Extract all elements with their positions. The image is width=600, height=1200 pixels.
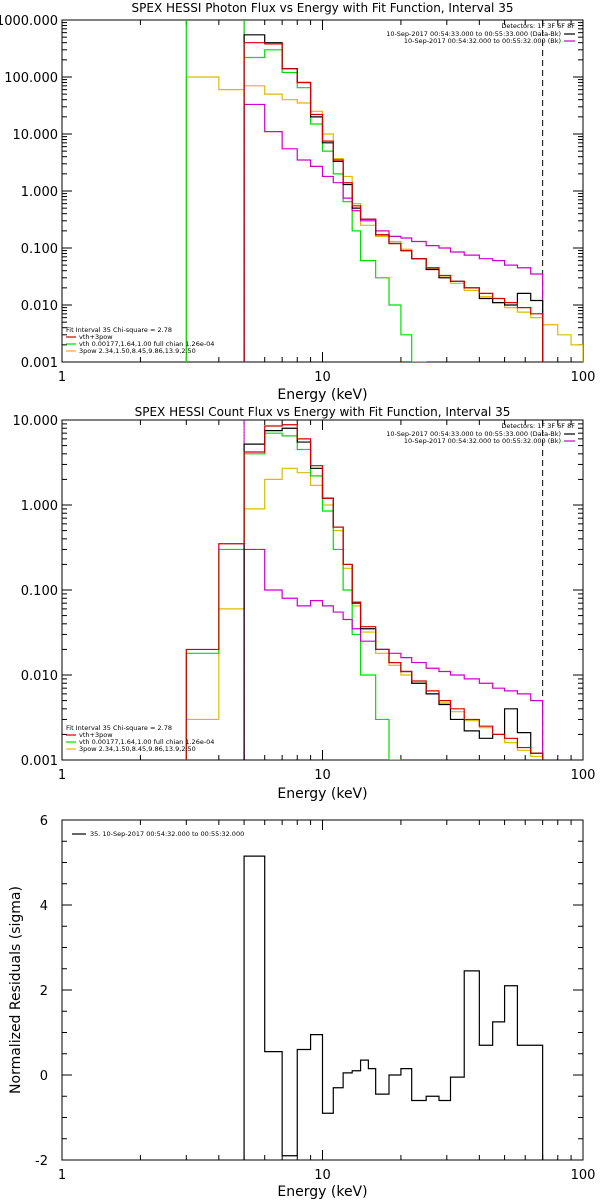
series-line-background (243, 103, 544, 362)
series-power-law (185, 467, 544, 760)
legend-entry-label: vth+3pow (79, 333, 113, 341)
legend-entry-label: 3pow 2.34,1.50,8.45,9.86,13.9,2.50 (79, 745, 196, 753)
legend-header: Detectors: 1F 3F 6F 8F (501, 422, 575, 430)
y-tick-label: 6 (40, 814, 48, 829)
series-fit (185, 424, 544, 760)
y-tick-label: 10.000 (13, 414, 59, 429)
y-tick-label: 0.001 (21, 356, 58, 371)
series-line-data (243, 427, 544, 760)
x-tick-label: 10 (314, 370, 331, 385)
x-tick-label: 10 (314, 1168, 331, 1183)
series-residuals (243, 855, 544, 1160)
series-background (243, 548, 544, 760)
y-tick-label: 100.000 (4, 71, 58, 86)
x-tick-label: 100 (571, 1168, 596, 1183)
legend-header: Fit Interval 35 Chi-square = 2.78 (66, 326, 172, 334)
y-axis-label: Normalized Residuals (sigma) (8, 886, 24, 1094)
x-tick-label: 10 (314, 768, 331, 783)
y-tick-label: 0 (40, 1069, 48, 1084)
series-line-background (243, 548, 544, 760)
legend-entry-label: 10-Sep-2017 00:54:32.000 to 00:55:32.000… (404, 37, 561, 45)
series-line-thermal (185, 20, 427, 362)
y-tick-label: 4 (40, 899, 48, 914)
y-tick-label: 1.000 (21, 185, 58, 200)
y-tick-label: 0.010 (21, 299, 58, 314)
legend-entry-label: vth 0.00177,1.64,1.00 full chian 1.26e-0… (79, 738, 214, 746)
x-axis-label: Energy (keV) (277, 786, 367, 802)
y-tick-label: 0.010 (21, 669, 58, 684)
y-tick-label: 1.000 (21, 499, 58, 514)
plot-frame (61, 19, 584, 363)
legend-header: Fit Interval 35 Chi-square = 2.78 (66, 724, 172, 732)
y-tick-label: 0.100 (21, 242, 58, 257)
series-fit (243, 42, 544, 362)
chart-3: 1 10 100 Energy (keV) -2 0 2 4 6 Normalized Resid… (8, 814, 595, 1200)
y-tick-label: -2 (35, 1154, 48, 1169)
y-tick-label: 1000.000 (0, 14, 58, 29)
series-line-fit (243, 42, 544, 362)
series-line-power-law (185, 467, 544, 760)
legend-entry-label: 35. 10-Sep-2017 00:54:32.000 to 00:55:32… (90, 830, 244, 838)
chart-title: SPEX HESSI Count Flux vs Energy with Fit… (135, 405, 511, 419)
y-tick-label: 0.001 (21, 754, 58, 769)
legend-entry-label: 10-Sep-2017 00:54:33.000 to 00:55:33.000… (386, 30, 561, 38)
legend-entry-label: vth 0.00177,1.64,1.00 full chian 1.26e-0… (79, 340, 214, 348)
series-thermal (185, 20, 427, 362)
x-tick-label: 1 (58, 768, 66, 783)
x-tick-label: 100 (571, 370, 596, 385)
series-data (243, 34, 544, 362)
y-tick-label: 2 (40, 984, 48, 999)
legend-entry-label: 10-Sep-2017 00:54:32.000 to 00:55:32.000… (404, 437, 561, 445)
legend-header: Detectors: 1F 3F 6F 8F (501, 22, 575, 30)
x-axis-label: Energy (keV) (277, 1184, 367, 1200)
series-background (243, 103, 544, 362)
chart-1: SPEX HESSI Photon Flux vs Energy with Fi… (0, 1, 596, 403)
legend-entry-label: vth+3pow (79, 731, 113, 739)
legend-entry-label: 10-Sep-2017 00:54:33.000 to 00:55:33.000… (386, 430, 561, 438)
series-line-data (243, 34, 544, 362)
series-line-fit (185, 424, 544, 760)
legend-entry-label: 3pow 2.34,1.50,8.45,9.86,13.9,2.50 (79, 347, 196, 355)
x-tick-label: 100 (571, 768, 596, 783)
y-tick-label: 0.100 (21, 584, 58, 599)
y-tick-label: 10.000 (13, 128, 59, 143)
chart-title: SPEX HESSI Photon Flux vs Energy with Fi… (132, 1, 514, 15)
chart-2: SPEX HESSI Count Flux vs Energy with Fit… (13, 405, 596, 802)
x-tick-label: 1 (58, 1168, 66, 1183)
series-line-residuals (243, 855, 544, 1160)
x-axis-label: Energy (keV) (277, 387, 367, 403)
series-data (243, 427, 544, 760)
x-tick-label: 1 (58, 370, 66, 385)
